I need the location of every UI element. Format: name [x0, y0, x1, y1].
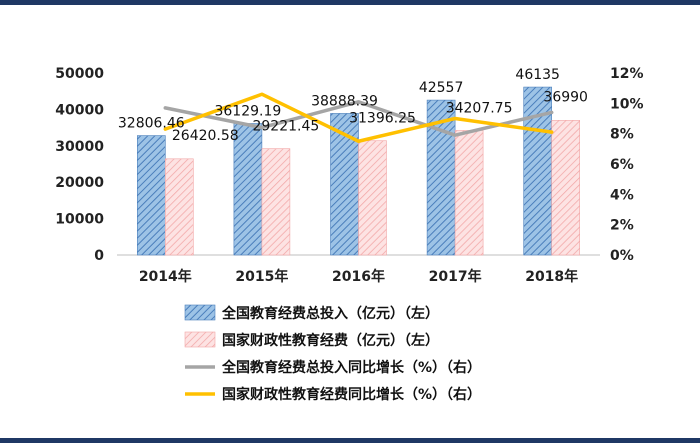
bar-fiscal-expenditure — [261, 148, 291, 256]
y-right-tick-label: 10% — [610, 96, 644, 112]
legend-entry-label: 全国教育经费总投入同比增长（%）（右） — [221, 359, 481, 376]
bar-total-investment — [233, 123, 263, 256]
y-right-tick-label: 6% — [610, 157, 634, 173]
y-right-tick-label: 8% — [610, 127, 634, 143]
legend-entry-label: 国家财政性教育经费同比增长（%）（右） — [222, 386, 481, 403]
bar-series — [137, 86, 581, 256]
data-label-fiscal: 29221.45 — [252, 119, 319, 135]
legend-entry-label: 国家财政性教育经费（亿元）（左） — [222, 332, 439, 349]
y-left-tick-label: 20000 — [55, 175, 104, 191]
y-left-tick-label: 30000 — [55, 139, 104, 155]
x-tick-label: 2017年 — [429, 268, 482, 285]
x-tick-label: 2016年 — [332, 268, 385, 285]
y-left-tick-label: 10000 — [55, 212, 104, 228]
legend-entry-label: 全国教育经费总投入（亿元）（左） — [221, 305, 439, 322]
legend-swatch-bar — [184, 304, 216, 321]
y-left-tick-label: 40000 — [55, 102, 104, 118]
line-total-growth — [163, 100, 554, 137]
bar-fiscal-expenditure — [454, 130, 484, 256]
bottom-frame-bar — [0, 438, 700, 443]
data-label-fiscal: 36990 — [543, 89, 588, 105]
x-tick-label: 2015年 — [235, 268, 288, 285]
bar-fiscal-expenditure — [358, 140, 387, 256]
data-label-fiscal: 26420.58 — [172, 128, 239, 144]
data-label-total: 36129.19 — [214, 103, 281, 119]
data-label-fiscal: 31396.25 — [349, 111, 416, 127]
y-right-tick-label: 2% — [610, 218, 634, 234]
x-axis: 2014年 2015年 2016年 2017年 2018年 — [139, 268, 578, 285]
line-series — [163, 92, 554, 143]
bar-total-investment — [137, 135, 166, 256]
data-labels: 32806.46 36129.19 38888.39 42557 46135 26420.… — [118, 67, 588, 144]
y-right-tick-label: 4% — [610, 187, 634, 203]
y-right-axis: 0% 2% 4% 6% 8% 10% 12% — [610, 66, 644, 264]
y-left-tick-label: 0 — [94, 248, 104, 264]
x-tick-label: 2014年 — [139, 268, 192, 285]
y-right-tick-label: 0% — [610, 248, 634, 264]
y-left-tick-label: 50000 — [55, 66, 104, 82]
bar-fiscal-expenditure — [551, 120, 581, 256]
y-left-axis: 0 10000 20000 30000 40000 50000 — [55, 66, 104, 264]
legend: 全国教育经费总投入（亿元）（左） 国家财政性教育经费（亿元）（左） 全国教育经费总投… — [184, 304, 481, 403]
legend-swatch-bar — [184, 331, 216, 348]
x-tick-label: 2018年 — [525, 268, 578, 285]
data-label-total: 46135 — [515, 67, 560, 83]
data-label-fiscal: 34207.75 — [446, 100, 513, 116]
line-fiscal-growth — [163, 92, 554, 143]
y-right-tick-label: 12% — [610, 66, 644, 82]
data-label-total: 32806.46 — [118, 116, 185, 132]
data-label-total: 38888.39 — [311, 93, 378, 109]
bar-fiscal-expenditure — [165, 158, 194, 256]
top-frame-bar — [0, 0, 700, 5]
data-label-total: 42557 — [419, 80, 464, 96]
